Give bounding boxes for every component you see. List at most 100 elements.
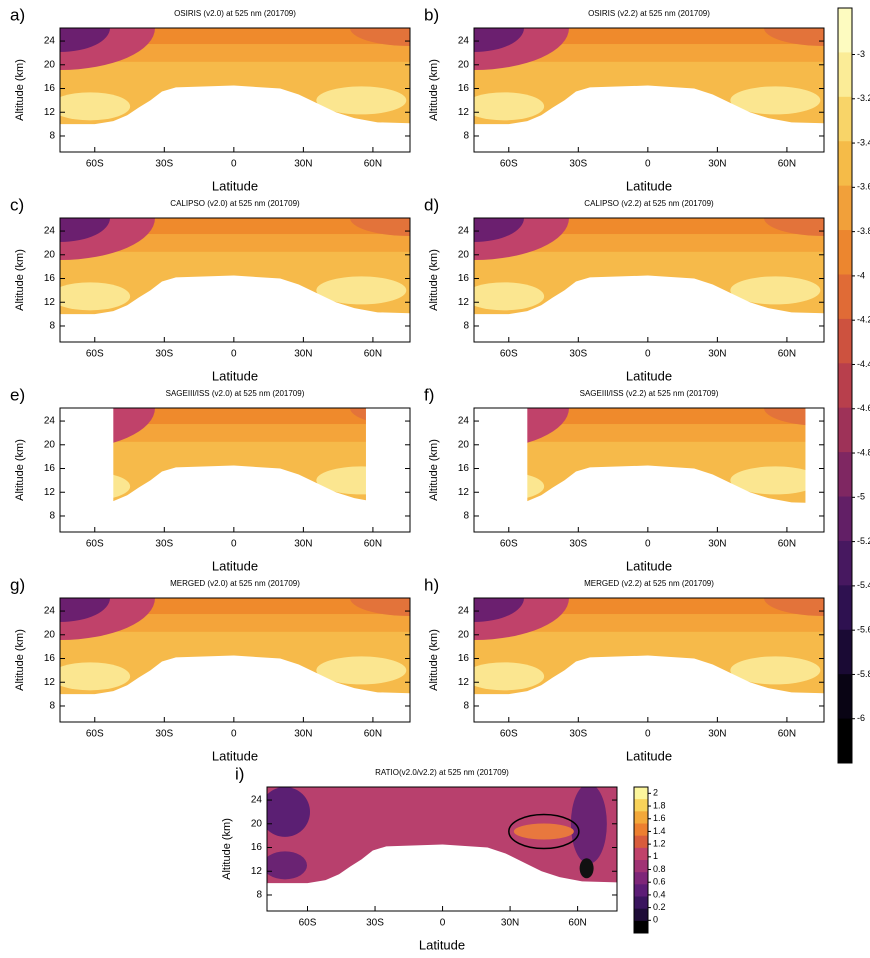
y-tick-label: 8	[256, 890, 262, 901]
x-tick-label: 30N	[708, 349, 726, 360]
field	[474, 218, 824, 342]
y-tick-label: 16	[458, 273, 470, 284]
x-tick-label: 30N	[708, 729, 726, 740]
colorbar-band	[634, 872, 648, 885]
field	[60, 218, 410, 342]
y-tick-label: 12	[44, 107, 56, 118]
x-tick-label: 0	[231, 349, 237, 360]
colorbar-band	[838, 629, 852, 675]
y-tick-label: 24	[458, 36, 470, 47]
panel-title: SAGEIII/ISS (v2.2) at 525 nm (201709)	[580, 389, 719, 398]
colorbar-band	[634, 799, 648, 812]
tropopause-mask	[267, 844, 617, 911]
x-tick-label: 0	[440, 918, 446, 929]
no-coverage	[365, 408, 410, 532]
colorbar-label: -4.2	[857, 315, 870, 325]
y-tick-label: 8	[463, 321, 469, 332]
field-dark3	[350, 598, 410, 616]
colorbar-frame	[633, 786, 649, 934]
x-tick-label: 60N	[778, 539, 796, 550]
plot-frame	[59, 407, 411, 533]
x-tick-label: 30S	[366, 918, 384, 929]
colorbar-band	[634, 787, 648, 800]
field	[267, 787, 617, 911]
field-purple3	[570, 787, 607, 864]
field-light2	[730, 86, 821, 115]
y-tick-label: 8	[463, 701, 469, 712]
tropopause-mask	[60, 275, 410, 342]
panel-title: MERGED (v2.2) at 525 nm (201709)	[584, 579, 714, 588]
y-tick-label: 24	[458, 226, 470, 237]
colorbar-label: -5.4	[857, 580, 870, 590]
panel-label: b)	[424, 5, 439, 24]
x-tick-label: 60N	[778, 729, 796, 740]
colorbar-band	[838, 674, 852, 720]
panel-label: f)	[424, 385, 434, 404]
x-tick-label: 60S	[86, 729, 104, 740]
colorbar-band	[634, 908, 648, 922]
colorbar-band	[838, 452, 852, 498]
colorbar-label: 1.6	[653, 813, 666, 823]
colorbar-band	[838, 407, 852, 453]
colorbar-band	[838, 585, 852, 631]
colorbar-band	[634, 884, 648, 897]
panel-title: MERGED (v2.0) at 525 nm (201709)	[170, 579, 300, 588]
colorbar-band	[634, 811, 648, 824]
y-tick-label: 24	[44, 226, 56, 237]
x-tick-label: 60N	[364, 539, 382, 550]
panel-title: RATIO(v2.0/v2.2) at 525 nm (201709)	[375, 768, 509, 777]
field-light2	[730, 656, 821, 685]
field-purple	[267, 787, 310, 837]
x-axis-label: Latitude	[626, 748, 672, 763]
x-tick-label: 60N	[364, 159, 382, 170]
colorbar-label: 0.8	[653, 864, 666, 874]
colorbar-label: 0.4	[653, 889, 666, 899]
x-tick-label: 0	[231, 539, 237, 550]
y-tick-label: 8	[463, 131, 469, 142]
colorbar-label: -4	[857, 270, 865, 280]
x-tick-label: 30S	[155, 349, 173, 360]
field-dark3	[764, 218, 824, 236]
colorbar-band	[634, 835, 648, 849]
y-tick-label: 20	[44, 629, 56, 640]
colorbar-band	[838, 496, 852, 542]
panel-label: g)	[10, 575, 25, 594]
plot-frame	[473, 27, 825, 153]
tropopause-mask	[474, 655, 824, 722]
field-light	[474, 282, 545, 311]
y-tick-label: 20	[458, 439, 470, 450]
x-tick-label: 30S	[155, 539, 173, 550]
x-tick-label: 0	[645, 349, 651, 360]
y-tick-label: 16	[458, 653, 470, 664]
field-dark2	[474, 28, 524, 52]
colorbar-band	[838, 8, 852, 53]
y-tick-label: 16	[44, 463, 56, 474]
y-tick-label: 12	[251, 866, 263, 877]
colorbar-label: -3.6	[857, 182, 870, 192]
colorbar-band	[838, 274, 852, 320]
field-purple2	[267, 851, 307, 880]
colorbar-band	[838, 363, 852, 409]
colorbar-band	[838, 185, 852, 231]
field-light	[474, 92, 545, 121]
panel-label: c)	[10, 195, 24, 214]
colorbar-label: -3.4	[857, 137, 870, 147]
colorbar-label: -3.2	[857, 93, 870, 103]
field-light2	[316, 86, 407, 115]
y-tick-label: 16	[458, 463, 470, 474]
x-tick-label: 30S	[569, 729, 587, 740]
y-tick-label: 12	[458, 487, 470, 498]
panel-label: e)	[10, 385, 25, 404]
x-tick-label: 60S	[86, 159, 104, 170]
field-light	[60, 92, 131, 121]
field-light2	[316, 276, 407, 305]
tropopause-mask	[474, 275, 824, 342]
y-axis-label: Altitude (km)	[428, 249, 440, 311]
y-tick-label: 12	[44, 487, 56, 498]
y-tick-label: 20	[44, 249, 56, 260]
panel-title: OSIRIS (v2.0) at 525 nm (201709)	[174, 9, 296, 18]
x-tick-label: 60N	[364, 729, 382, 740]
y-axis-label: Altitude (km)	[14, 249, 26, 311]
field-dark3	[350, 218, 410, 236]
